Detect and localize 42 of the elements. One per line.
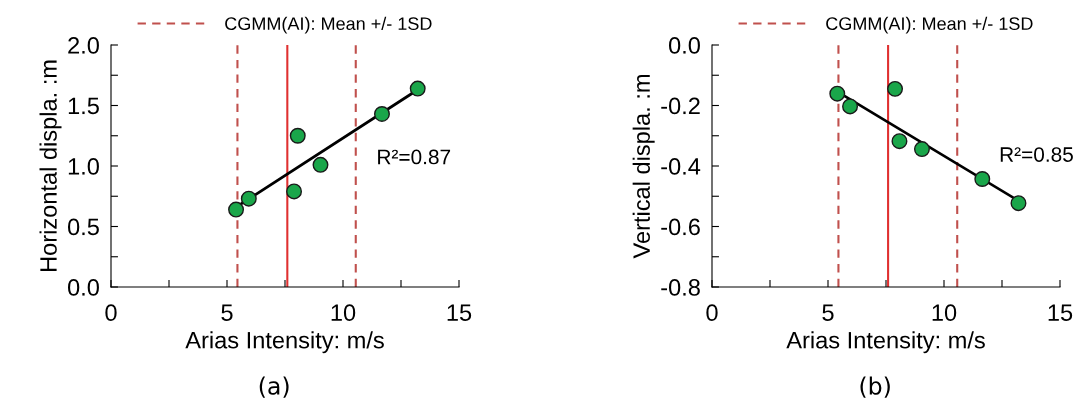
y-tick-label: -0.2 xyxy=(661,97,700,115)
point xyxy=(842,98,859,115)
legend-label: CGMM(AI): Mean +/- 1SD xyxy=(826,16,1033,34)
annotation: R²=0.87 xyxy=(378,149,451,165)
y-tick-label: 2.0 xyxy=(68,37,99,54)
x-tick-label: 5 xyxy=(221,304,233,322)
annotation: R²=0.85 xyxy=(1000,147,1073,162)
point xyxy=(891,133,908,150)
y-tick-label: 0.0 xyxy=(67,279,99,296)
x-tick-label: 5 xyxy=(822,304,834,322)
x-tick-label: 0 xyxy=(105,304,117,322)
y-tick-label: 0.0 xyxy=(668,37,700,54)
point xyxy=(974,171,991,187)
x-tick-label: 10 xyxy=(331,304,356,322)
point xyxy=(312,156,329,173)
x-tick-label: 15 xyxy=(447,304,472,322)
point xyxy=(409,80,426,97)
point xyxy=(913,141,930,158)
y-axis-title: Vertical displa. :m xyxy=(632,75,655,259)
text: (b) xyxy=(860,376,890,398)
y-tick-label: 1.5 xyxy=(68,97,99,115)
x-axis-title: Arias Intensity: m/s xyxy=(786,331,985,354)
x-tick-label: 0 xyxy=(706,304,718,322)
y-tick-label: -0.8 xyxy=(661,279,700,296)
point xyxy=(240,190,257,207)
legend-label: CGMM(AI): Mean +/- 1SD xyxy=(225,16,432,34)
point xyxy=(829,85,846,102)
text: (a) xyxy=(259,376,289,398)
point xyxy=(289,127,306,144)
point xyxy=(887,80,904,97)
y-tick-label: -0.4 xyxy=(661,158,701,175)
point xyxy=(373,105,390,122)
y-tick-label: 1.0 xyxy=(68,158,99,175)
x-tick-label: 10 xyxy=(932,304,957,322)
y-tick-label: -0.6 xyxy=(661,218,700,236)
x-axis-title: Arias Intensity: m/s xyxy=(185,331,384,354)
point xyxy=(286,183,303,200)
point xyxy=(1010,195,1027,212)
y-tick-label: 0.5 xyxy=(67,218,99,236)
y-axis-title: Horizontal displa. :m xyxy=(39,60,62,271)
x-tick-label: 15 xyxy=(1048,304,1073,322)
point xyxy=(228,201,245,218)
